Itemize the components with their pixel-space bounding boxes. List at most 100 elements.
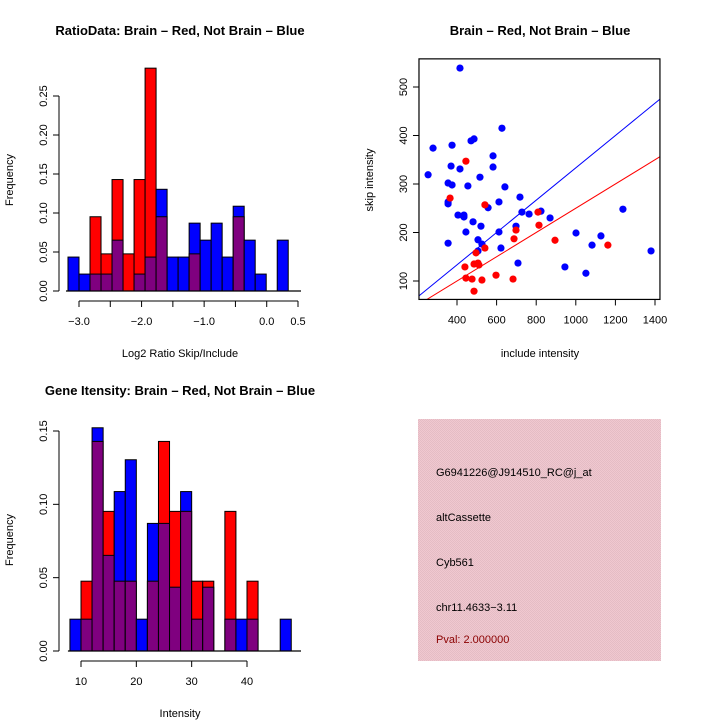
not-brain-bar-14 xyxy=(221,256,234,292)
x-tick-label: 10 xyxy=(75,676,87,688)
ratio-histogram-ylabel: Frequency xyxy=(4,154,16,206)
brain-point-3 xyxy=(534,208,542,216)
brain-point-2 xyxy=(481,201,489,209)
red-reference-line xyxy=(425,156,660,300)
not-brain-point-14 xyxy=(464,182,472,190)
not-brain-point-43 xyxy=(582,269,590,277)
x-tick-label: −3.0 xyxy=(68,316,90,328)
overlap-bar-2 xyxy=(89,273,102,292)
not-brain-bar-16 xyxy=(243,239,256,292)
overlap-bar-4 xyxy=(113,580,126,652)
overlap-bar-6 xyxy=(133,273,146,292)
overlap-bar-8 xyxy=(155,216,168,292)
not-brain-point-9 xyxy=(489,163,497,171)
brain-point-19 xyxy=(470,287,478,295)
x-tick-label: 0.0 xyxy=(259,316,274,328)
not-brain-point-13 xyxy=(448,181,456,189)
overlap-bar-12 xyxy=(202,586,215,652)
overlap-bar-3 xyxy=(100,273,113,292)
scatter-points-group xyxy=(418,64,660,300)
event-type-text: altCassette xyxy=(436,512,491,524)
x-tick-label: 1400 xyxy=(643,314,667,326)
not-brain-point-26 xyxy=(518,208,526,216)
brain-point-14 xyxy=(462,274,470,282)
not-brain-point-27 xyxy=(525,210,533,218)
y-tick-label: 0.05 xyxy=(38,241,50,262)
x-tick-label: 1000 xyxy=(564,314,588,326)
not-brain-point-33 xyxy=(444,239,452,247)
overlap-bar-16 xyxy=(246,618,259,652)
overlap-bar-1 xyxy=(80,618,93,652)
probe-id-text: G6941226@J914510_RC@j_at xyxy=(436,467,592,479)
brain-point-20 xyxy=(604,241,612,249)
x-tick-label: 30 xyxy=(186,676,198,688)
y-tick-label: 0.10 xyxy=(38,494,50,515)
brain-point-9 xyxy=(551,236,559,244)
not-brain-point-42 xyxy=(561,263,569,271)
overlap-bar-10 xyxy=(180,510,193,652)
brain-point-18 xyxy=(509,275,517,283)
not-brain-point-41 xyxy=(588,241,596,249)
x-tick-label: 40 xyxy=(241,676,253,688)
overlap-bar-11 xyxy=(191,618,204,652)
brain-point-16 xyxy=(478,276,486,284)
ratio-histogram-xlabel: Log2 Ratio Skip/Include xyxy=(122,348,238,360)
brain-point-7 xyxy=(510,235,518,243)
not-brain-bar-9 xyxy=(166,256,179,292)
not-brain-point-21 xyxy=(454,211,462,219)
overlap-bar-3 xyxy=(102,554,115,652)
not-brain-point-24 xyxy=(469,218,477,226)
ratio-histogram-axes: 0.00 0.05 0.10 0.15 0.20 0.25 −3.0 −2.0 −1.0 0.0 0… xyxy=(38,85,306,328)
brain-point-10 xyxy=(461,263,469,271)
not-brain-point-37 xyxy=(514,259,522,267)
not-brain-bar-19 xyxy=(279,618,292,652)
y-tick-label: 0.05 xyxy=(38,567,50,588)
overlap-bar-7 xyxy=(146,580,159,652)
ratio-histogram-bars xyxy=(67,67,289,292)
intensity-scatter-panel: Brain – Red, Not Brain – Blue include in… xyxy=(364,23,667,360)
gene-intensity-bars xyxy=(69,427,292,652)
not-brain-bar-1 xyxy=(78,273,91,292)
x-tick-label: 800 xyxy=(527,314,545,326)
y-tick-label: 300 xyxy=(398,175,410,193)
not-brain-point-8 xyxy=(456,165,464,173)
brain-point-1 xyxy=(446,194,454,202)
gene-name-text: Cyb561 xyxy=(436,557,474,569)
overlap-bar-11 xyxy=(188,253,201,292)
gene-intensity-xlabel: Intensity xyxy=(160,708,201,720)
x-tick-label: 1200 xyxy=(603,314,627,326)
y-tick-label: 0.20 xyxy=(38,124,50,145)
gene-intensity-ylabel: Frequency xyxy=(4,514,16,566)
overlap-bar-7 xyxy=(144,256,157,292)
not-brain-point-19 xyxy=(495,198,503,206)
not-brain-point-1 xyxy=(498,124,506,132)
y-tick-label: 0.15 xyxy=(38,420,50,441)
intensity-scatter-ylabel: skip intensity xyxy=(364,148,376,211)
brain-bar-5 xyxy=(122,253,135,292)
y-tick-label: 500 xyxy=(398,78,410,96)
brain-point-8 xyxy=(472,249,480,257)
not-brain-point-5 xyxy=(448,141,456,149)
overlap-bar-15 xyxy=(232,216,245,292)
not-brain-point-38 xyxy=(546,214,554,222)
not-brain-point-45 xyxy=(647,247,655,255)
intensity-scatter-xlabel: include intensity xyxy=(501,348,580,360)
y-tick-label: 200 xyxy=(398,223,410,241)
info-panel: G6941226@J914510_RC@j_at altCassette Cyb… xyxy=(418,419,661,661)
not-brain-point-39 xyxy=(572,229,580,237)
info-panel-background xyxy=(418,419,661,661)
not-brain-point-20 xyxy=(516,193,524,201)
overlap-bar-8 xyxy=(157,522,171,652)
overlap-bar-4 xyxy=(111,239,124,292)
y-tick-label: 0.00 xyxy=(38,640,50,661)
not-brain-point-3 xyxy=(470,135,478,143)
y-tick-label: 0.00 xyxy=(38,280,50,301)
x-tick-label: 0.5 xyxy=(290,316,305,328)
not-brain-point-15 xyxy=(501,183,509,191)
y-tick-label: 400 xyxy=(398,126,410,144)
not-brain-point-23 xyxy=(460,213,468,221)
not-brain-bar-13 xyxy=(210,222,223,292)
not-brain-bar-17 xyxy=(254,273,267,292)
not-brain-point-36 xyxy=(497,244,505,252)
not-brain-bar-0 xyxy=(67,256,80,292)
